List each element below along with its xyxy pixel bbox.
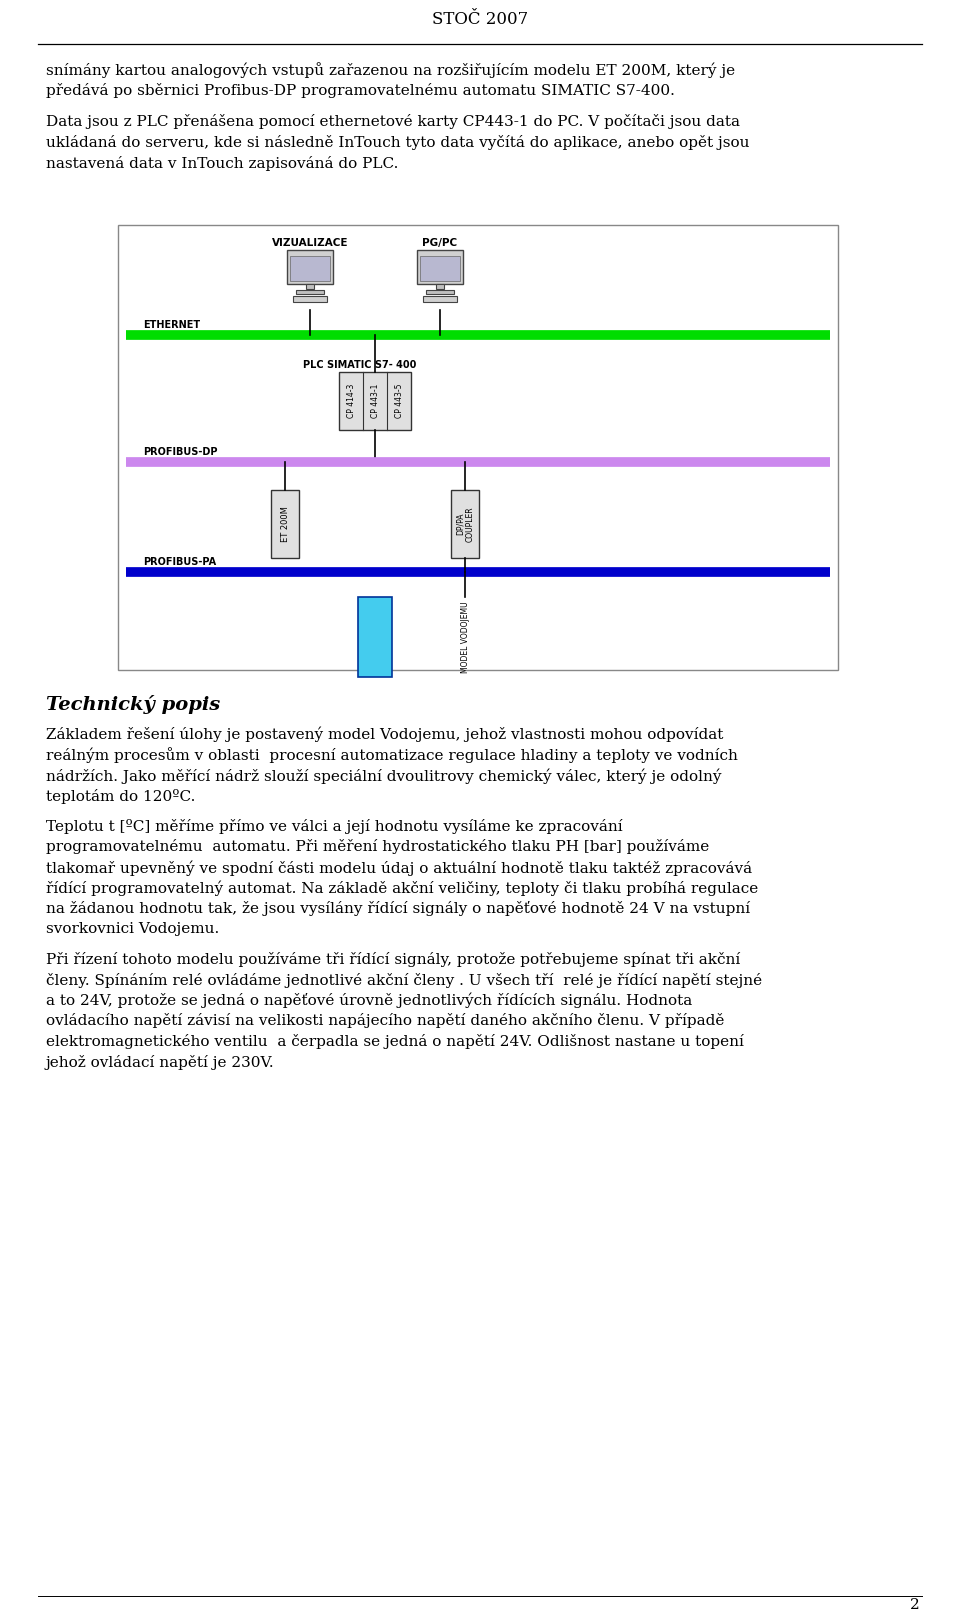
Text: CP 443-5: CP 443-5	[395, 383, 403, 419]
Text: členy. Spínáním relé ovládáme jednotlivé akční členy . U všech tří  relé je řídí: členy. Spínáním relé ovládáme jednotlivé…	[46, 973, 762, 988]
Text: a to 24V, protože se jedná o napěťové úrovně jednotlivých řídících signálu. Hodn: a to 24V, protože se jedná o napěťové úr…	[46, 992, 692, 1008]
Text: MODEL VODOJEMU: MODEL VODOJEMU	[461, 601, 469, 673]
Text: svorkovnici Vodojemu.: svorkovnici Vodojemu.	[46, 921, 219, 936]
Bar	[358, 598, 392, 677]
Text: PROFIBUS-DP: PROFIBUS-DP	[143, 446, 218, 458]
Text: ET 200M: ET 200M	[280, 506, 290, 541]
Text: CP 443-1: CP 443-1	[371, 383, 379, 419]
Text: elektromagnetického ventilu  a čerpadla se jedná o napětí 24V. Odlišnost nastane: elektromagnetického ventilu a čerpadla s…	[46, 1034, 744, 1049]
Text: PLC SIMATIC S7- 400: PLC SIMATIC S7- 400	[303, 359, 417, 371]
Bar	[271, 490, 299, 557]
Text: ukládaná do serveru, kde si následně InTouch tyto data vyčítá do aplikace, anebo: ukládaná do serveru, kde si následně InT…	[46, 135, 750, 150]
Bar	[296, 290, 324, 293]
Text: snímány kartou analogových vstupů zařazenou na rozšiřujícím modelu ET 200M, kter: snímány kartou analogových vstupů zařaze…	[46, 61, 735, 77]
Bar	[118, 226, 838, 670]
Text: ovládacího napětí závisí na velikosti napájecího napětí daného akčního členu. V : ovládacího napětí závisí na velikosti na…	[46, 1013, 725, 1028]
Text: na žádanou hodnotu tak, že jsou vysílány řídící signály o napěťové hodnotě 24 V : na žádanou hodnotu tak, že jsou vysílány…	[46, 901, 750, 917]
Text: jehož ovládací napětí je 230V.: jehož ovládací napětí je 230V.	[46, 1055, 275, 1070]
Text: PG/PC: PG/PC	[422, 238, 458, 248]
Text: Teplotu t [ºC] měříme přímo ve válci a její hodnotu vysíláme ke zpracování: Teplotu t [ºC] měříme přímo ve válci a j…	[46, 818, 623, 834]
Text: ETHERNET: ETHERNET	[143, 321, 200, 330]
Text: reálným procesům v oblasti  procesní automatizace regulace hladiny a teploty ve : reálným procesům v oblasti procesní auto…	[46, 748, 738, 764]
Text: STOČ 2007: STOČ 2007	[432, 11, 528, 29]
Text: Data jsou z PLC přenášena pomocí ethernetové karty CP443-1 do PC. V počítači jso: Data jsou z PLC přenášena pomocí etherne…	[46, 114, 740, 129]
Text: nádržích. Jako měřící nádrž slouží speciální dvoulitrovy chemický válec, který j: nádržích. Jako měřící nádrž slouží speci…	[46, 768, 722, 783]
Text: Základem řešení úlohy je postavený model Vodojemu, jehož vlastnosti mohou odpoví: Základem řešení úlohy je postavený model…	[46, 727, 724, 743]
Bar	[436, 284, 444, 288]
Bar	[306, 284, 314, 288]
Text: Technický popis: Technický popis	[46, 694, 220, 714]
Bar	[287, 250, 333, 284]
Text: teplotám do 120ºC.: teplotám do 120ºC.	[46, 788, 196, 804]
Bar	[290, 256, 330, 280]
Text: tlakomař upevněný ve spodní části modelu údaj o aktuální hodnotě tlaku taktéž zp: tlakomař upevněný ve spodní části modelu…	[46, 860, 752, 875]
Text: Při řízení tohoto modelu používáme tři řídící signály, protože potřebujeme spína: Při řízení tohoto modelu používáme tři ř…	[46, 952, 740, 967]
Text: DP/PA
COUPLER: DP/PA COUPLER	[455, 506, 474, 541]
Bar	[451, 490, 479, 557]
Text: PROFIBUS-PA: PROFIBUS-PA	[143, 557, 216, 567]
Bar	[417, 250, 463, 284]
Bar	[293, 296, 327, 301]
Text: předává po sběrnici Profibus-DP programovatelnému automatu SIMATIC S7-400.: předává po sběrnici Profibus-DP programo…	[46, 84, 675, 98]
Bar	[420, 256, 460, 280]
Text: řídící programovatelný automat. Na základě akční veličiny, teploty či tlaku prob: řídící programovatelný automat. Na zákla…	[46, 881, 758, 896]
Text: programovatelnému  automatu. Při měření hydrostatického tlaku PH [bar] používáme: programovatelnému automatu. Při měření h…	[46, 839, 709, 854]
Bar	[426, 290, 454, 293]
Text: CP 414-3: CP 414-3	[347, 383, 355, 419]
Text: 2: 2	[910, 1598, 920, 1611]
Bar	[339, 372, 411, 430]
Bar	[423, 296, 457, 301]
Text: nastavená data v InTouch zapisováná do PLC.: nastavená data v InTouch zapisováná do P…	[46, 156, 398, 171]
Text: VIZUALIZACE: VIZUALIZACE	[272, 238, 348, 248]
